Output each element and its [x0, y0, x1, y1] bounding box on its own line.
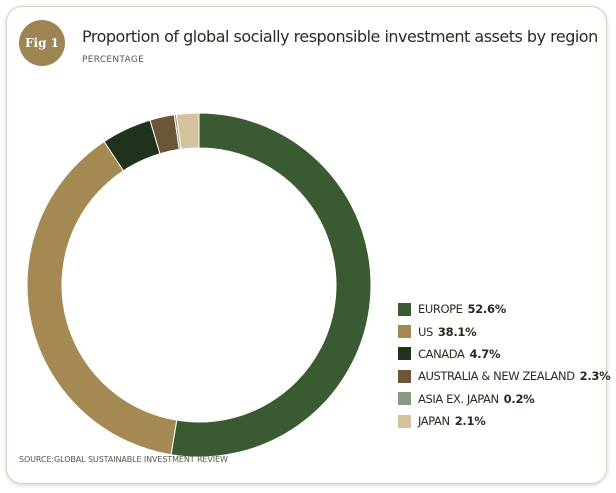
- slice-japan: [175, 112, 200, 150]
- slice-us: [26, 140, 178, 456]
- legend-item-japan: JAPAN 2.1%: [398, 410, 610, 432]
- legend-swatch: [398, 414, 411, 428]
- legend-item-us: US 38.1%: [398, 320, 610, 342]
- legend-item-europe: EUROPE 52.6%: [398, 298, 610, 320]
- legend-value: 52.6%: [467, 302, 507, 317]
- legend-label: AUSTRALIA & NEW ZEALAND: [418, 369, 575, 384]
- legend-swatch: [398, 302, 411, 316]
- slice-europe: [170, 112, 372, 458]
- legend-value: 0.2%: [503, 391, 535, 406]
- legend-value: 2.1%: [454, 414, 486, 429]
- legend-swatch: [398, 347, 411, 361]
- legend-swatch: [398, 392, 411, 406]
- chart-title: Proportion of global socially responsibl…: [82, 27, 598, 46]
- legend-item-australia-new-zealand: AUSTRALIA & NEW ZEALAND 2.3%: [398, 365, 611, 387]
- legend-value: 38.1%: [437, 324, 477, 339]
- legend-label: US: [418, 324, 433, 339]
- legend-label: EUROPE: [418, 302, 463, 317]
- figure-badge-label: Fig 1: [25, 36, 59, 50]
- source-note: SOURCE:GLOBAL SUSTAINABLE INVESTMENT REV…: [19, 455, 228, 464]
- legend-label: JAPAN: [418, 414, 450, 429]
- legend-label: ASIA EX. JAPAN: [418, 391, 499, 406]
- legend-value: 4.7%: [469, 346, 501, 361]
- chart-subtitle: PERCENTAGE: [82, 55, 145, 65]
- legend-value: 2.3%: [579, 369, 611, 384]
- legend-label: CANADA: [418, 346, 465, 361]
- legend-item-canada: CANADA 4.7%: [398, 343, 610, 365]
- legend-swatch: [398, 369, 411, 383]
- figure-badge: Fig 1: [19, 20, 65, 66]
- legend-item-asia-ex-japan: ASIA EX. JAPAN 0.2%: [398, 388, 610, 410]
- chart-legend: EUROPE 52.6% US 38.1% CANADA 4.7% AUSTRALIA & …: [398, 298, 611, 432]
- legend-swatch: [398, 325, 411, 339]
